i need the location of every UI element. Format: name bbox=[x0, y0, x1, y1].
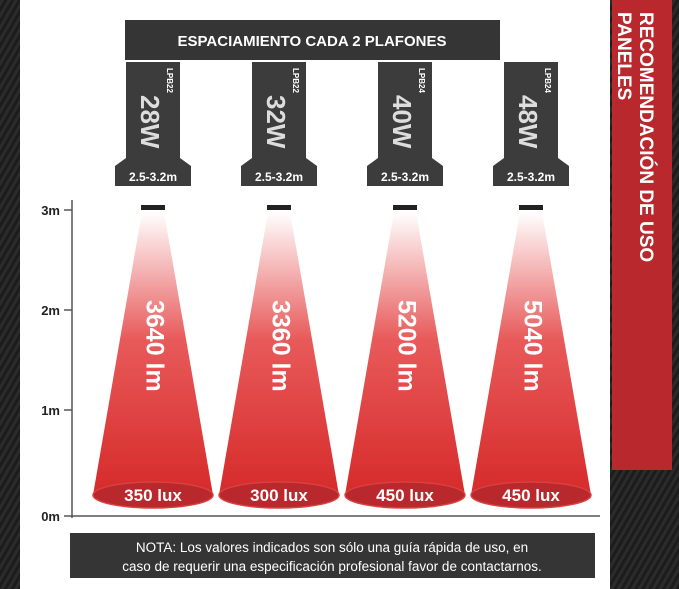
lamp-model: LPB22 bbox=[291, 68, 300, 93]
lumens: 3640 lm bbox=[140, 300, 168, 392]
light-pool bbox=[92, 481, 214, 509]
lamp-label bbox=[493, 62, 569, 186]
lumens: 5040 lm bbox=[518, 300, 546, 392]
lamp-watts: 40W bbox=[387, 95, 417, 149]
note-line: NOTA: Los valores indicados son sólo una… bbox=[136, 540, 528, 555]
lamp-label bbox=[241, 62, 317, 186]
sidebar-line1: RECOMENDACIÓN DE USO bbox=[635, 12, 657, 262]
title: ESPACIAMIENTO CADA 2 PLAFONES bbox=[178, 33, 447, 50]
lamp-model: LPB24 bbox=[417, 68, 426, 93]
lamp-range: 2.5-3.2m bbox=[129, 170, 177, 184]
sidebar-line2: PANELES bbox=[613, 12, 634, 100]
lux: 300 lux bbox=[250, 486, 308, 505]
light-cone bbox=[93, 212, 213, 495]
light-cone bbox=[219, 212, 339, 495]
height-label: 0m bbox=[41, 509, 60, 524]
light-pool bbox=[344, 481, 466, 509]
lamp-model: LPB24 bbox=[543, 68, 552, 93]
fixture bbox=[267, 205, 291, 210]
lux: 450 lux bbox=[376, 486, 434, 505]
lamp-range: 2.5-3.2m bbox=[255, 170, 303, 184]
lux: 450 lux bbox=[502, 486, 560, 505]
lamp-label bbox=[115, 62, 191, 186]
lux: 350 lux bbox=[124, 486, 182, 505]
title-box bbox=[125, 20, 500, 60]
fixture bbox=[393, 205, 417, 210]
lamp-watts: 32W bbox=[261, 95, 291, 149]
lamp-range: 2.5-3.2m bbox=[381, 170, 429, 184]
lumens: 3360 lm bbox=[266, 300, 294, 392]
lamp-watts: 28W bbox=[135, 95, 165, 149]
lamp-label bbox=[367, 62, 443, 186]
light-cone bbox=[471, 212, 591, 495]
note-box bbox=[70, 533, 595, 578]
height-label: 2m bbox=[41, 303, 60, 318]
light-pool bbox=[470, 481, 592, 509]
fixture bbox=[519, 205, 543, 210]
lamp-range: 2.5-3.2m bbox=[507, 170, 555, 184]
lamp-model: LPB22 bbox=[165, 68, 174, 93]
lumens: 5200 lm bbox=[392, 300, 420, 392]
note-line: caso de requerir una especificación prof… bbox=[122, 559, 542, 574]
fixture bbox=[141, 205, 165, 210]
height-label: 1m bbox=[41, 403, 60, 418]
lamp-watts: 48W bbox=[513, 95, 543, 149]
light-cone bbox=[345, 212, 465, 495]
light-pool bbox=[218, 481, 340, 509]
height-label: 3m bbox=[41, 203, 60, 218]
sidebar bbox=[612, 0, 672, 470]
